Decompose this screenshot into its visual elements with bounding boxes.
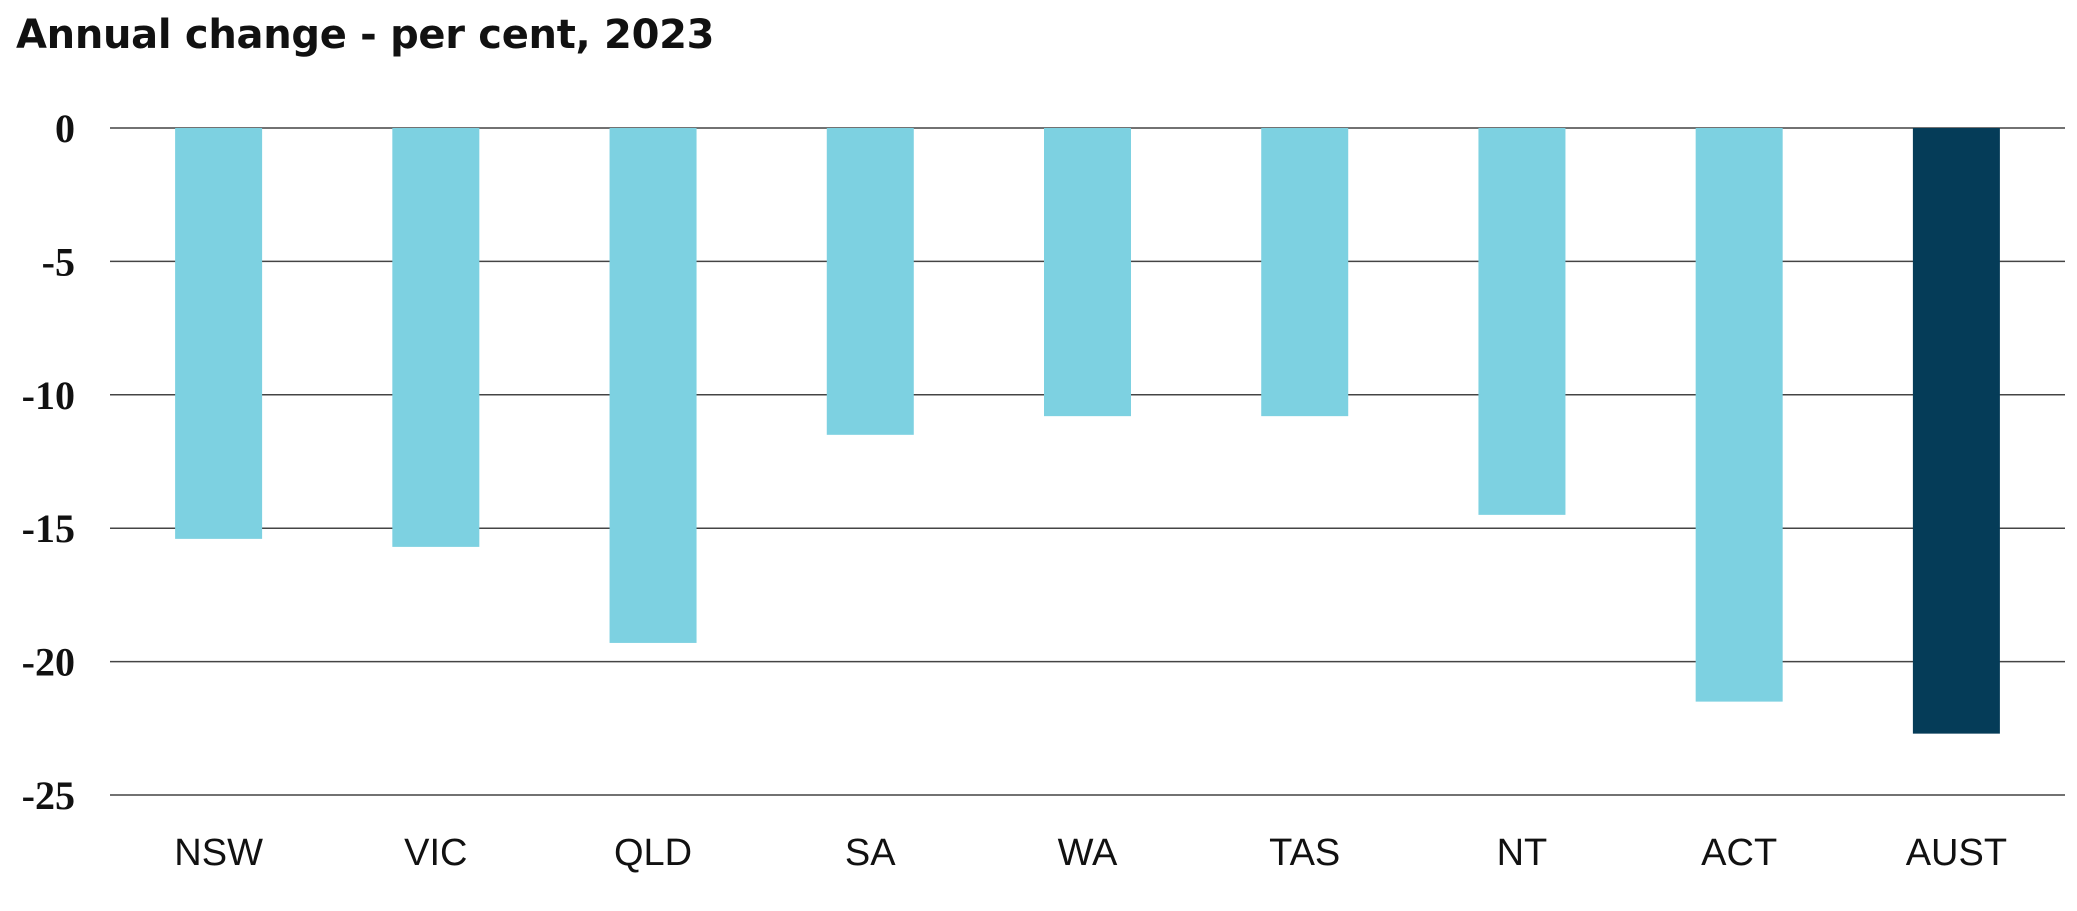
bar-vic	[392, 128, 480, 547]
bar-tas	[1261, 128, 1349, 417]
x-tick-label-nt: NT	[1497, 832, 1548, 874]
bar-wa	[1044, 128, 1131, 417]
y-tick-label: -15	[22, 506, 75, 551]
y-tick-label: -5	[42, 239, 75, 284]
bar-act	[1695, 128, 1783, 702]
chart-title: Annual change - per cent, 2023	[16, 12, 715, 58]
bar-qld	[609, 128, 697, 643]
y-axis-tick-labels: 0 -5 -10 -15 -20 -25	[22, 106, 75, 818]
bar-sa	[826, 128, 914, 435]
x-tick-label-aust: AUST	[1906, 832, 2007, 874]
bars	[175, 128, 2000, 734]
y-tick-label: -10	[22, 373, 75, 418]
bar-aust	[1912, 128, 2000, 734]
bar-nsw	[175, 128, 263, 539]
bar-nt	[1478, 128, 1566, 515]
x-tick-label-tas: TAS	[1269, 832, 1340, 874]
x-tick-label-act: ACT	[1701, 832, 1777, 874]
y-tick-label: 0	[55, 106, 75, 151]
x-tick-label-sa: SA	[845, 832, 896, 874]
y-tick-label: -20	[22, 640, 75, 685]
x-tick-label-qld: QLD	[614, 832, 692, 874]
y-tick-label: -25	[22, 773, 75, 818]
x-tick-label-wa: WA	[1058, 832, 1118, 874]
x-axis-tick-labels: NSW VIC QLD SA WA TAS NT ACT AUST	[174, 832, 2007, 874]
x-tick-label-vic: VIC	[404, 832, 467, 874]
x-tick-label-nsw: NSW	[174, 832, 263, 874]
